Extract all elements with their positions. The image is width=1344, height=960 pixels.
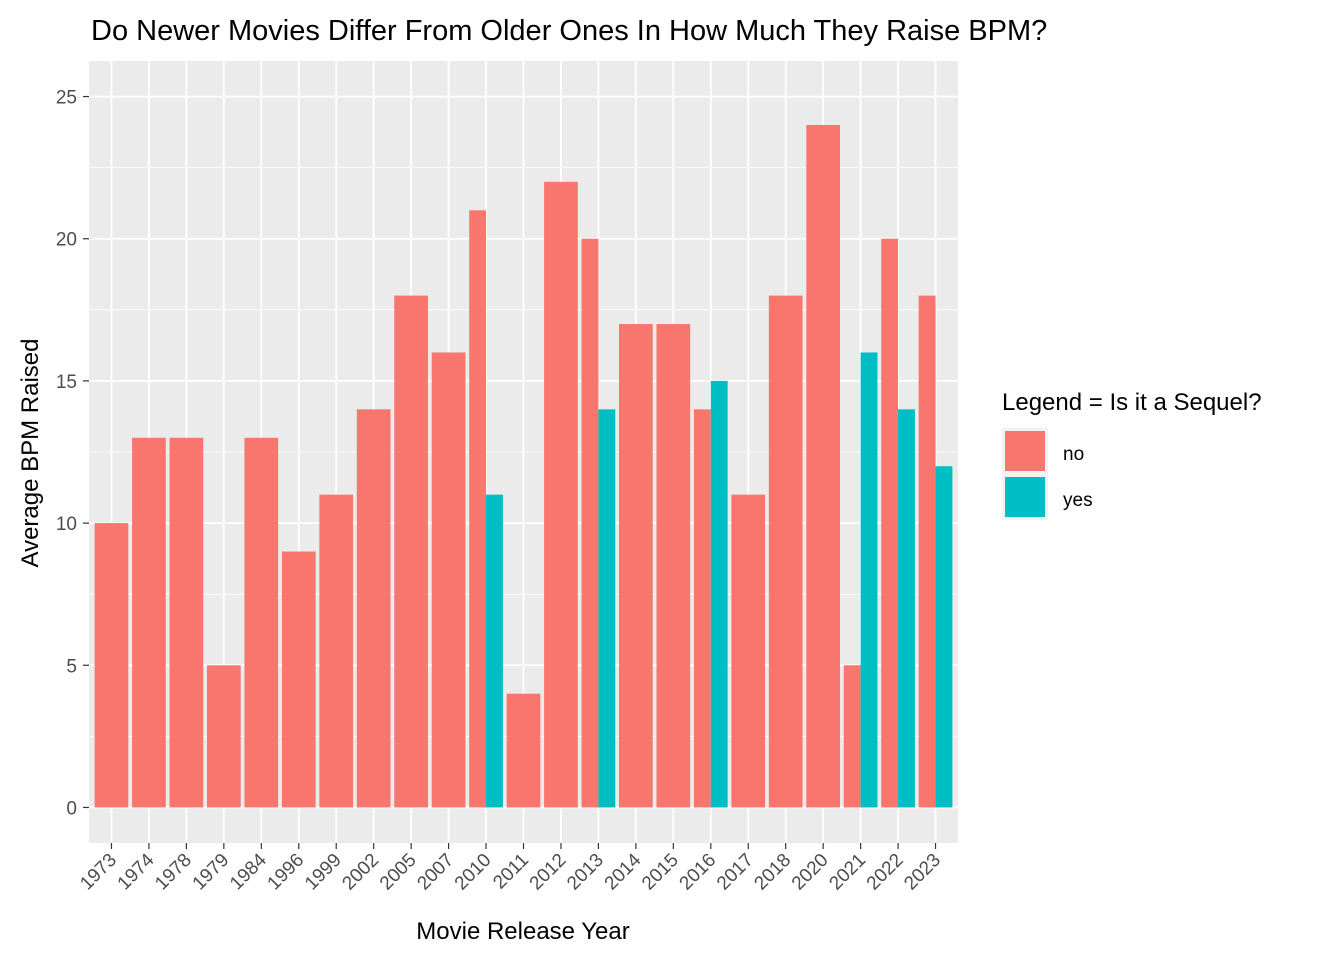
x-tick-label: 2016 xyxy=(676,850,721,895)
bar-1984-no xyxy=(244,437,279,808)
x-tick-label: 2020 xyxy=(788,850,833,895)
bar-2023-yes xyxy=(935,466,953,808)
bar-2022-yes xyxy=(898,409,915,808)
bar-2021-yes xyxy=(860,352,878,808)
x-tick-label: 1978 xyxy=(151,850,196,895)
x-tick-label: 1974 xyxy=(114,849,159,894)
legend-label-yes: yes xyxy=(1063,490,1093,511)
x-tick-label: 2007 xyxy=(413,850,458,895)
x-tick-label: 2023 xyxy=(900,850,945,895)
bar-2002-no xyxy=(356,409,391,808)
y-tick-label: 10 xyxy=(56,514,77,535)
bar-2014-no xyxy=(619,324,653,808)
bars xyxy=(94,124,953,808)
bar-2012-no xyxy=(544,181,578,808)
bar-2007-no xyxy=(431,352,466,808)
y-tick-label: 25 xyxy=(56,88,77,109)
x-tick-label: 2005 xyxy=(376,850,421,895)
x-tick-label: 1973 xyxy=(76,850,121,895)
x-tick-label: 2017 xyxy=(713,850,758,895)
x-tick-label: 2010 xyxy=(451,850,496,895)
bar-1999-no xyxy=(319,494,354,808)
x-axis-title: Movie Release Year xyxy=(416,918,629,945)
x-tick-label: 1984 xyxy=(226,849,271,894)
chart-title: Do Newer Movies Differ From Older Ones I… xyxy=(91,15,1047,47)
y-tick-label: 15 xyxy=(56,372,77,393)
y-tick-label: 5 xyxy=(66,656,77,677)
x-tick-label: 2022 xyxy=(863,850,908,895)
bar-2005-no xyxy=(394,295,428,808)
bar-2021-no xyxy=(843,665,861,808)
bar-1974-no xyxy=(132,437,166,808)
x-tick-label: 1979 xyxy=(189,850,234,895)
x-tick-label: 2014 xyxy=(601,849,646,894)
x-tick-label: 2012 xyxy=(526,850,571,895)
bar-2022-no xyxy=(881,238,899,808)
bar-2016-yes xyxy=(710,380,728,808)
y-axis-title: Average BPM Raised xyxy=(17,338,44,567)
legend: Legend = Is it a Sequel? no yes xyxy=(1002,389,1262,520)
x-tick-label: 1996 xyxy=(264,850,309,895)
x-tick-label: 2002 xyxy=(338,850,383,895)
bar-1973-no xyxy=(94,523,129,808)
bar-1979-no xyxy=(206,665,241,808)
x-tick-label: 2021 xyxy=(825,850,870,895)
bar-2016-no xyxy=(693,409,711,808)
x-tick-label: 2013 xyxy=(563,850,608,895)
legend-title: Legend = Is it a Sequel? xyxy=(1002,389,1262,416)
y-tick-label: 20 xyxy=(56,230,77,251)
legend-label-no: no xyxy=(1063,444,1084,465)
bar-2020-no xyxy=(806,124,841,808)
bar-2011-no xyxy=(506,693,541,808)
bar-1996-no xyxy=(281,551,316,808)
bar-2018-no xyxy=(768,295,803,808)
bar-2017-no xyxy=(731,494,766,808)
legend-swatch-yes xyxy=(1005,477,1045,517)
y-tick-label: 0 xyxy=(66,798,77,819)
x-tick-label: 2011 xyxy=(489,850,533,894)
x-tick-label: 2015 xyxy=(638,850,683,895)
y-axis: 0 5 10 15 20 25 xyxy=(56,88,89,819)
bar-2013-yes xyxy=(598,409,616,808)
x-tick-label: 1999 xyxy=(301,850,346,895)
bar-2013-no xyxy=(581,238,599,808)
x-tick-label: 2018 xyxy=(750,850,795,895)
bar-2010-no xyxy=(469,210,487,808)
x-axis: 1973197419781979198419961999200220052007… xyxy=(76,843,945,894)
bar-2023-no xyxy=(918,295,936,808)
bar-2010-yes xyxy=(486,494,503,808)
bar-1978-no xyxy=(169,437,204,808)
bar-2015-no xyxy=(656,324,691,808)
legend-swatch-no xyxy=(1005,431,1045,471)
